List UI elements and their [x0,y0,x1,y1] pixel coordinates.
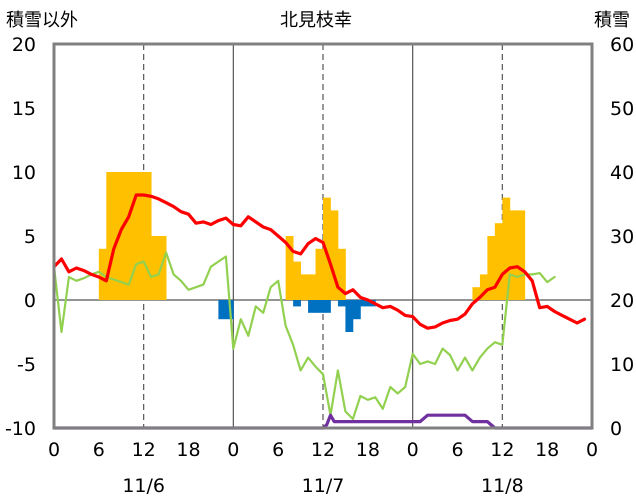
snowfall-bar [494,223,503,300]
date-label: 11/7 [302,475,345,497]
right-tick-label: 10 [610,354,634,376]
precip-bar [345,300,354,332]
x-tick-label: 6 [93,439,105,461]
x-tick-label: 18 [356,439,380,461]
snowfall-bar [128,172,137,300]
x-tick-label: 12 [490,439,514,461]
right-tick-label: 20 [610,290,634,312]
precip-bar [360,300,369,307]
date-label: 11/8 [481,475,524,497]
left-tick-label: 0 [24,290,36,312]
x-axis-hour-ticks: 0 6 12 18 0 6 12 18 0 6 12 18 0 [48,439,598,461]
left-tick-label: -10 [5,418,36,440]
right-tick-label: 30 [610,226,634,248]
bars [98,172,526,332]
x-axis-date-labels: 11/6 11/7 11/8 [122,475,523,497]
precip-bar [315,300,324,313]
snowfall-bar [136,172,145,300]
frame-rect [52,42,594,430]
right-axis-label: 積雪 [594,10,630,31]
snowfall-bar [337,248,346,300]
snowfall-bar [517,210,526,300]
snowfall-bar [509,210,518,300]
precip-bar [352,300,361,320]
left-tick-label: -5 [17,354,36,376]
right-tick-label: 60 [610,34,634,56]
x-tick-label: 18 [176,439,200,461]
snowfall-bar [502,197,511,300]
x-tick-label: 0 [48,439,60,461]
snowfall-bar [143,172,152,300]
x-tick-label: 6 [272,439,284,461]
x-tick-label: 0 [227,439,239,461]
x-tick-label: 0 [407,439,419,461]
x-tick-label: 0 [586,439,598,461]
x-tick-label: 12 [132,439,156,461]
snowfall-bar [293,261,301,300]
left-tick-label: 5 [24,226,36,248]
left-tick-label: 15 [12,98,36,120]
snowfall-bar [323,197,331,300]
snowfall-bar [308,274,316,300]
plot-frame [52,42,594,430]
date-label: 11/6 [122,475,165,497]
lines [52,193,594,430]
right-axis-ticks: 60 50 40 30 20 10 0 [610,34,634,440]
temperature-line [52,193,587,330]
precip-bar [218,300,227,320]
snowfall-bar [151,236,160,300]
left-axis-label: 積雪以外 [6,10,78,31]
snowfall-bar [121,172,130,300]
snowfall-bar [106,172,115,300]
snow-depth-line [52,413,594,430]
precip-bar [293,300,301,307]
left-tick-label: 10 [12,162,36,184]
precip-bar [337,300,346,307]
precip-bar [323,300,331,313]
right-tick-label: 50 [610,98,634,120]
right-tick-label: 40 [610,162,634,184]
right-tick-label: 0 [610,418,622,440]
left-tick-label: 20 [12,34,36,56]
precip-bar [308,300,316,313]
snowfall-bar [330,210,339,300]
x-tick-label: 6 [451,439,463,461]
snowfall-bar [300,274,309,300]
snowfall-bar [479,274,488,300]
snowfall-bar [315,248,324,300]
chart-title: 北見枝幸 [280,10,352,31]
other-line [52,251,556,421]
snowfall-bar [285,236,294,300]
x-tick-label: 18 [535,439,559,461]
snowfall-bar [472,287,481,300]
snowfall-bar [158,236,167,300]
snowfall-bar [487,236,496,300]
left-axis-ticks: 20 15 10 5 0 -5 -10 [5,34,36,440]
x-tick-label: 12 [311,439,335,461]
